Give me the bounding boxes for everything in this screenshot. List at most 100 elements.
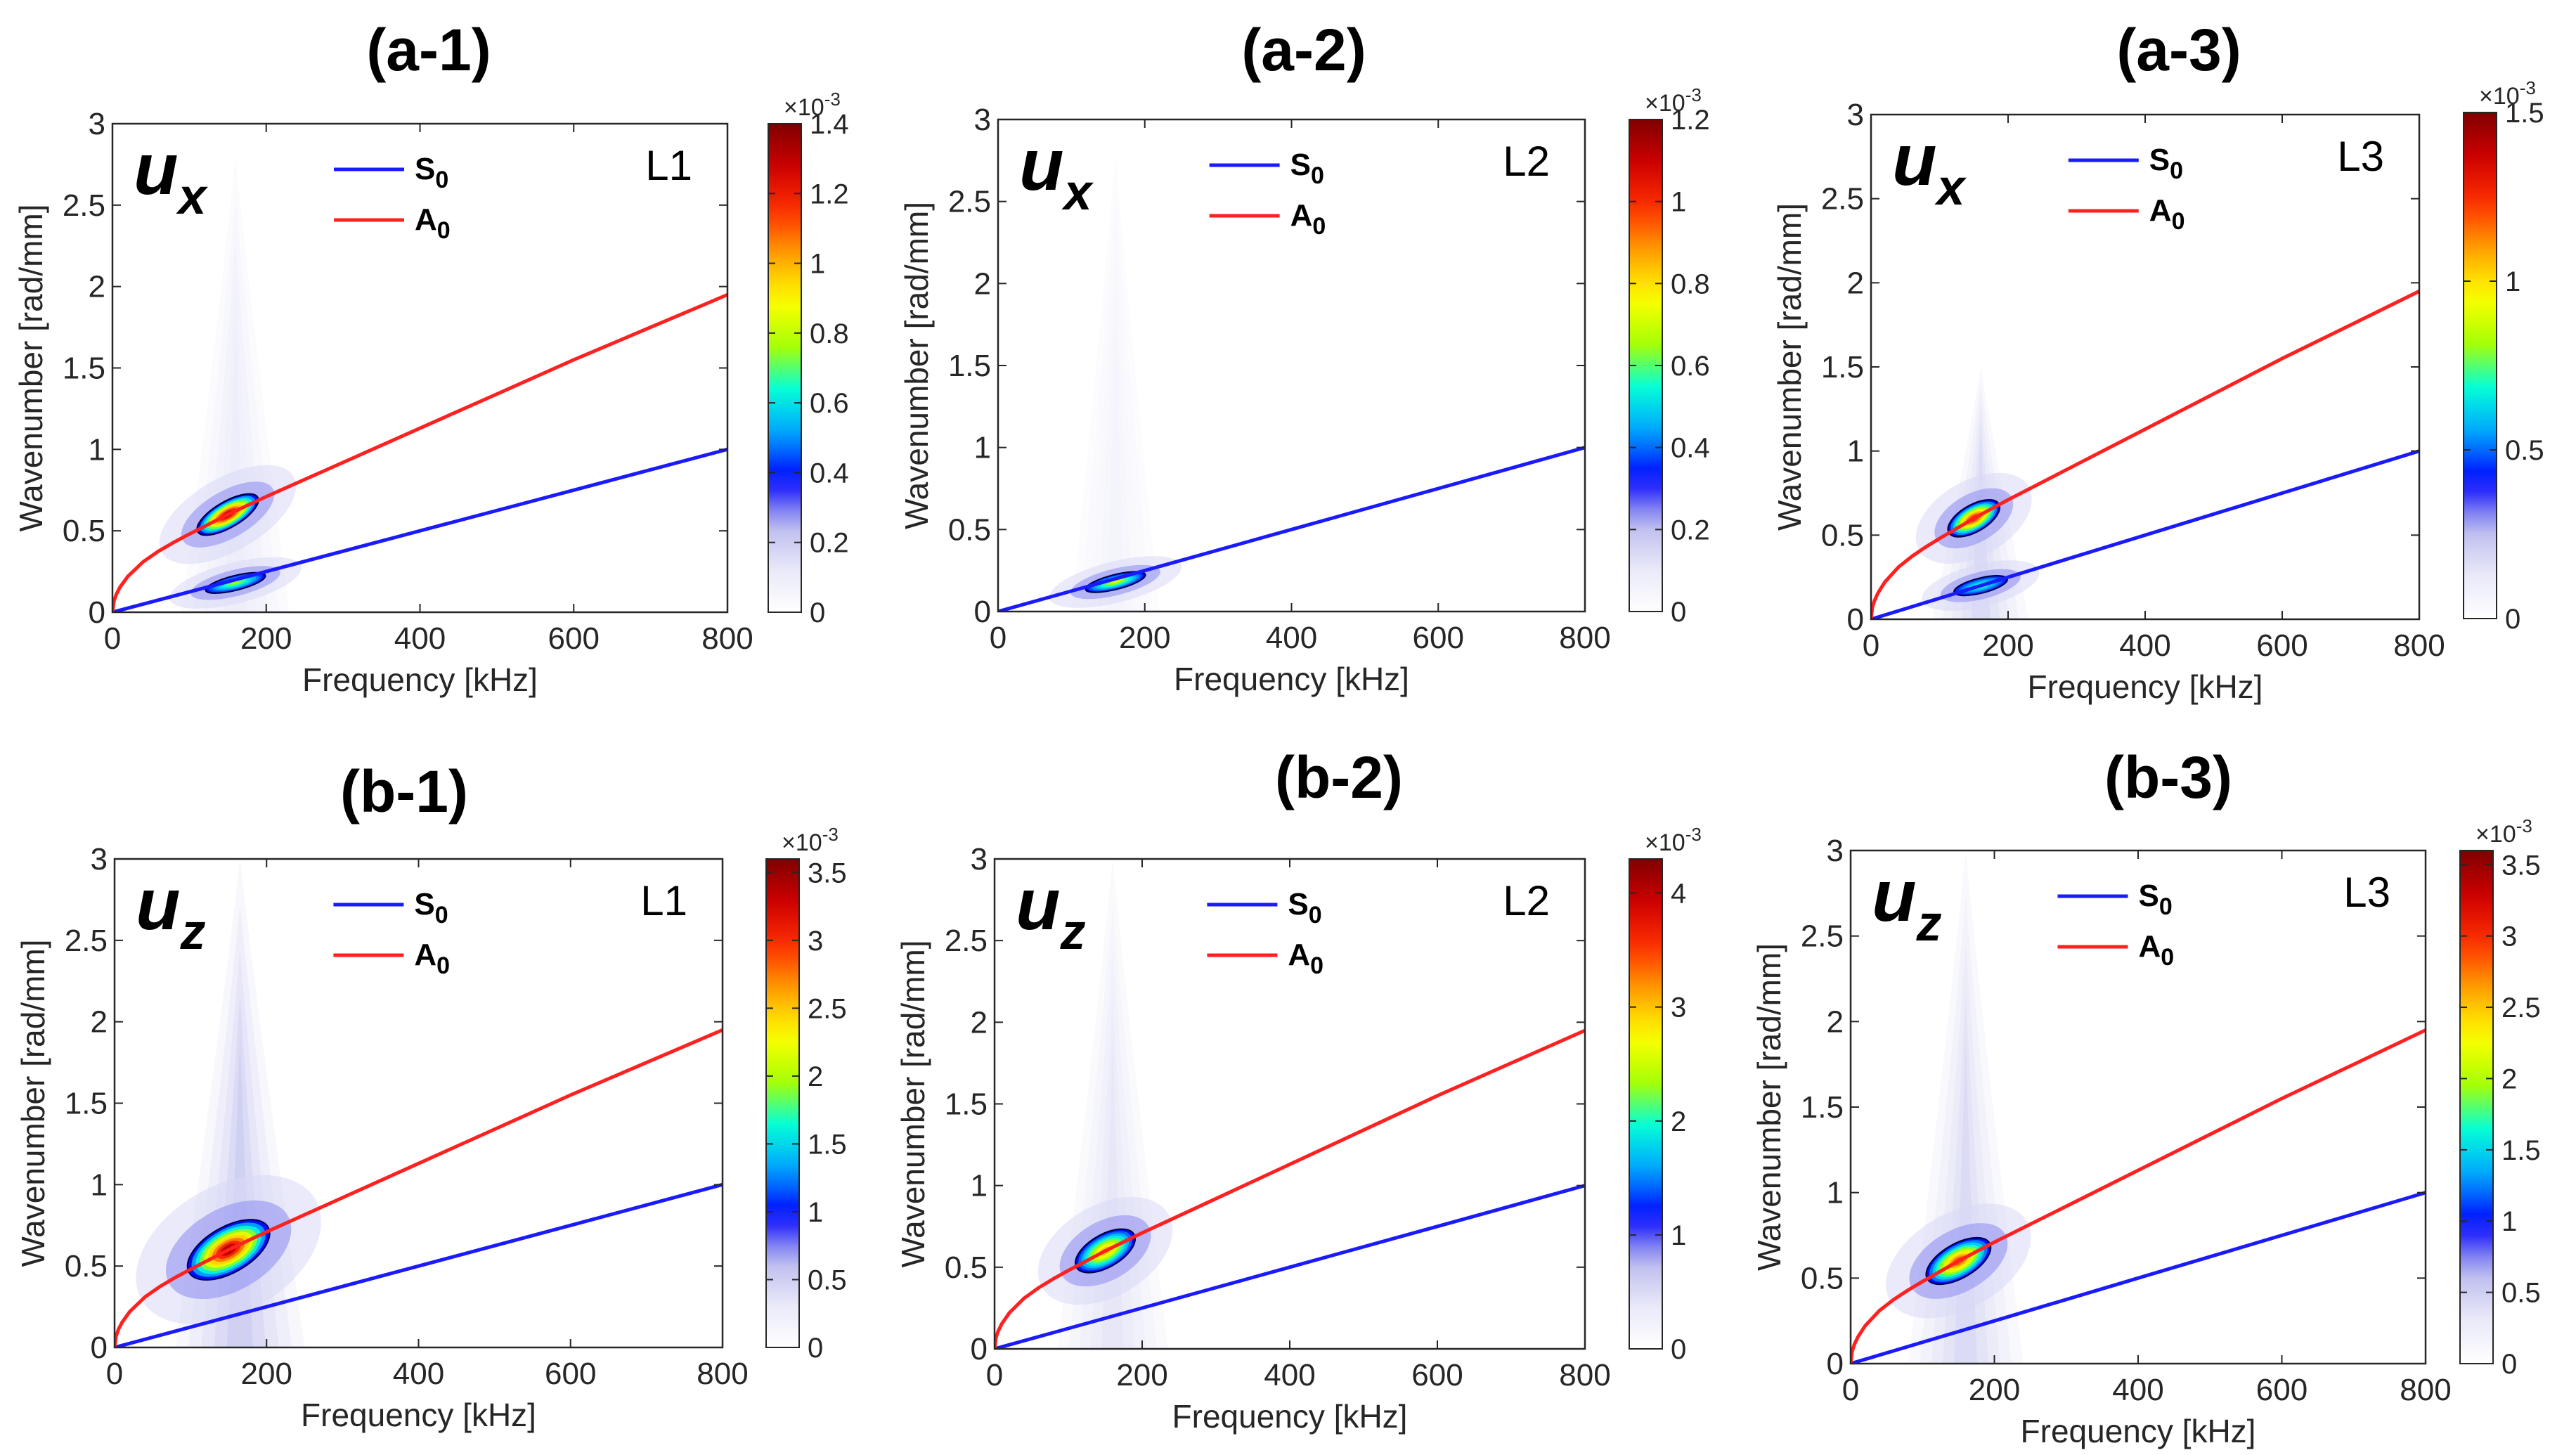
x-tick-label: 0 bbox=[106, 1357, 123, 1391]
y-tick-label: 3 bbox=[971, 842, 988, 877]
legend-name: S bbox=[1288, 887, 1308, 922]
series-line-S0 bbox=[115, 1182, 723, 1347]
legend-name: A bbox=[414, 938, 436, 972]
y-axis-label: Wavenumber [rad/mm] bbox=[898, 202, 935, 529]
heatmap-layer bbox=[998, 152, 1585, 612]
y-axis-label: Wavenumber [rad/mm] bbox=[15, 939, 51, 1267]
y-tick-label: 3 bbox=[1847, 98, 1864, 132]
colorbar bbox=[765, 858, 800, 1348]
x-tick-label: 400 bbox=[393, 1357, 444, 1391]
legend-label: A0 bbox=[2149, 193, 2185, 235]
panel-title: (a-2) bbox=[1241, 17, 1366, 83]
colorbar-exponent: ×10-3 bbox=[1645, 824, 1702, 856]
series-line-S0 bbox=[1851, 1191, 2426, 1364]
series-line-S0 bbox=[998, 446, 1585, 612]
y-tick-label: 2 bbox=[91, 1005, 108, 1040]
colorbar-exponent: ×10-3 bbox=[784, 89, 841, 121]
colorbar-exponent-power: -3 bbox=[824, 89, 841, 110]
colorbar-tick-label: 1 bbox=[808, 1197, 823, 1228]
y-tick-label: 1 bbox=[1847, 434, 1864, 469]
colorbar-tick-label: 3 bbox=[2501, 922, 2517, 952]
y-tick-label: 1 bbox=[89, 432, 105, 467]
colorbar-tick-label: 0 bbox=[2505, 604, 2520, 635]
panel-title: (b-2) bbox=[1275, 744, 1403, 810]
legend-name: A bbox=[1290, 198, 1313, 233]
layer-label: L3 bbox=[2337, 133, 2384, 180]
colorbar-tick-label: 0.4 bbox=[1671, 433, 1710, 464]
legend-name: S bbox=[414, 887, 434, 922]
hotspot-ring bbox=[232, 581, 239, 584]
y-axis-label: Wavenumber [rad/mm] bbox=[1771, 203, 1808, 531]
legend-name: A bbox=[415, 202, 437, 237]
colorbar-tick-label: 1 bbox=[1671, 1220, 1686, 1251]
y-tick-label: 0 bbox=[91, 1331, 108, 1365]
y-tick-label: 0.5 bbox=[65, 1249, 108, 1283]
colorbar-tick-label: 2.5 bbox=[808, 993, 847, 1024]
y-axis-label: Wavenumber [rad/mm] bbox=[895, 940, 931, 1267]
y-tick-label: 0.5 bbox=[1801, 1261, 1844, 1295]
component-label: ux bbox=[1892, 119, 1967, 216]
colorbar-exponent-power: -3 bbox=[1685, 824, 1702, 845]
x-tick-label: 0 bbox=[1863, 628, 1879, 663]
y-tick-label: 3 bbox=[1827, 834, 1844, 868]
x-axis-label: Frequency [kHz] bbox=[2021, 1413, 2256, 1449]
component-subscript: z bbox=[1916, 895, 1942, 952]
legend-label: A0 bbox=[1288, 938, 1323, 979]
panel-b-2: (b-2)0 200 400 600 80000.511.522.53Frequency… bbox=[895, 744, 1702, 1435]
x-tick-label: 200 bbox=[241, 1357, 292, 1391]
colorbar-tick-label: 1.5 bbox=[808, 1129, 847, 1160]
x-tick-label: 0 bbox=[986, 1358, 1003, 1392]
legend-label: S0 bbox=[2149, 143, 2183, 184]
x-tick-label: 800 bbox=[2400, 1373, 2451, 1407]
legend-name: S bbox=[2138, 879, 2158, 913]
legend-label: S0 bbox=[415, 152, 448, 193]
heatmap-layer bbox=[115, 859, 723, 1347]
component-subscript: z bbox=[180, 904, 206, 960]
x-tick-label: 400 bbox=[2119, 628, 2170, 663]
colorbar-tick-label: 1 bbox=[2501, 1206, 2517, 1237]
legend-sub: 0 bbox=[437, 217, 451, 244]
y-tick-label: 2.5 bbox=[65, 924, 108, 958]
colorbar-tick-label: 2 bbox=[2501, 1063, 2517, 1094]
colorbar-tick-label: 3.5 bbox=[2501, 850, 2541, 881]
x-tick-label: 200 bbox=[240, 621, 292, 656]
legend-sub: 0 bbox=[1312, 213, 1326, 240]
x-tick-label: 600 bbox=[2256, 628, 2308, 663]
colorbar-tick-label: 0.8 bbox=[1671, 269, 1710, 299]
y-tick-label: 0.5 bbox=[63, 514, 105, 548]
legend-label: A0 bbox=[1290, 198, 1326, 240]
component-symbol: u bbox=[1872, 855, 1917, 937]
y-tick-label: 2.5 bbox=[948, 185, 991, 219]
y-tick-label: 0 bbox=[1847, 602, 1864, 637]
series-line-S0 bbox=[112, 447, 727, 612]
colorbar-exponent: ×10-3 bbox=[2479, 77, 2536, 110]
colorbar-exponent: ×10-3 bbox=[782, 824, 839, 856]
panel-a-3: (a-3) 0 200 400 600 800 0 0.5 1 1.5 2 2.5 3 Frequency… bbox=[1771, 17, 2544, 705]
x-axis-label: Frequency [kHz] bbox=[1172, 1398, 1408, 1435]
component-symbol: u bbox=[1016, 864, 1061, 945]
y-tick-label: 1 bbox=[971, 1169, 988, 1203]
component-label: uz bbox=[1016, 864, 1086, 960]
y-tick-label: 0.5 bbox=[945, 1250, 988, 1285]
x-tick-label: 400 bbox=[1266, 621, 1317, 655]
x-tick-label: 800 bbox=[1559, 1358, 1610, 1392]
y-tick-label: 2 bbox=[1827, 1004, 1844, 1039]
colorbar-tick-label: 0.2 bbox=[810, 528, 849, 559]
component-subscript: z bbox=[1060, 904, 1086, 960]
y-tick-label: 2.5 bbox=[1801, 919, 1844, 954]
x-tick-label: 200 bbox=[1119, 621, 1170, 655]
y-tick-label: 0.5 bbox=[1821, 518, 1864, 552]
colorbar-exponent-power: -3 bbox=[1685, 84, 1702, 105]
x-axis-label: Frequency [kHz] bbox=[302, 661, 538, 698]
colorbar-tick-label: 0.5 bbox=[2505, 435, 2544, 466]
colorbar bbox=[2463, 112, 2497, 619]
series-line-A0 bbox=[1871, 290, 2419, 619]
panel-title: (a-1) bbox=[366, 17, 491, 83]
x-tick-label: 800 bbox=[701, 621, 753, 656]
legend-name: S bbox=[415, 152, 435, 186]
legend-sub: 0 bbox=[1311, 162, 1324, 189]
colorbar-exponent-power: -3 bbox=[822, 824, 839, 845]
x-tick-label: 200 bbox=[1116, 1358, 1167, 1392]
colorbar-tick-label: 0 bbox=[1671, 1334, 1686, 1365]
component-symbol: u bbox=[134, 129, 179, 210]
